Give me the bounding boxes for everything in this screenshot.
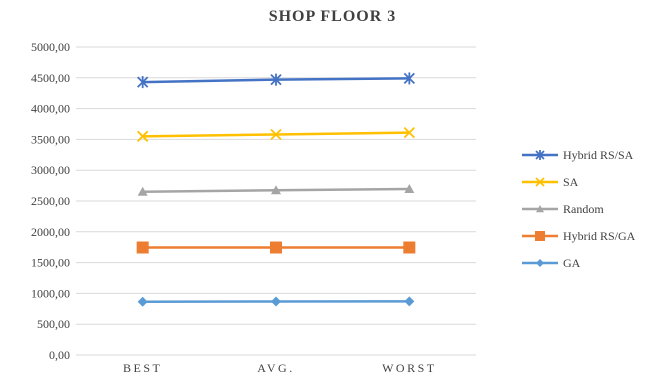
series-sa [137, 126, 415, 142]
series-ga [137, 296, 415, 307]
data-point-marker [270, 73, 282, 86]
marker-stroke [403, 126, 415, 139]
x-tick-label: WORST [382, 361, 437, 375]
gridlines [76, 46, 476, 356]
legend-item: Random [522, 202, 604, 216]
data-point-marker [404, 183, 415, 193]
x-axis-tick-labels: BEST AVG. WORST [123, 361, 437, 375]
y-tick-label: 2500,00 [31, 194, 70, 208]
legend-label: SA [563, 175, 579, 189]
y-tick-label: 5000,00 [31, 40, 70, 54]
y-tick-label: 1500,00 [31, 256, 70, 270]
legend-label: Random [563, 202, 604, 216]
data-point-marker [404, 296, 415, 307]
marker-stroke [270, 128, 282, 141]
data-point-marker [536, 259, 544, 267]
data-point-marker [403, 126, 415, 139]
legend-item: GA [522, 256, 581, 270]
data-point-marker [137, 296, 148, 307]
y-tick-label: 1000,00 [31, 286, 70, 300]
data-point-marker [137, 76, 149, 89]
chart-title: SHOP FLOOR 3 [268, 8, 397, 25]
y-tick-label: 4000,00 [31, 102, 70, 116]
legend-label: Hybrid RS/SA [563, 148, 634, 162]
legend: Hybrid RS/SA SA Random Hybrid RS/GA GA [522, 148, 636, 270]
series-group [136, 72, 416, 307]
data-point-marker [136, 241, 149, 254]
series-random [137, 183, 415, 196]
legend-item: Hybrid RS/SA [522, 148, 634, 162]
y-tick-label: 2000,00 [31, 225, 70, 239]
data-point-marker [270, 241, 282, 254]
data-point-marker [403, 241, 416, 254]
legend-label: GA [563, 256, 581, 270]
data-point-marker [270, 128, 282, 141]
marker-stroke [137, 130, 149, 142]
data-point-marker [137, 186, 148, 196]
data-point-marker [535, 231, 545, 241]
data-point-marker [271, 296, 281, 307]
legend-label: Hybrid RS/GA [563, 229, 636, 243]
y-axis-tick-labels: 0,00 500,00 1000,00 1500,00 2000,00 2500,00 30… [31, 40, 70, 362]
y-tick-label: 500,00 [37, 317, 70, 331]
marker-stroke [535, 177, 545, 187]
data-point-marker [535, 150, 545, 160]
x-tick-label: BEST [123, 361, 162, 375]
y-tick-label: 3500,00 [31, 132, 70, 146]
x-tick-label: AVG. [257, 361, 294, 375]
series-hybrid-rs-ga [136, 241, 416, 254]
legend-item: Hybrid RS/GA [522, 229, 636, 243]
data-point-marker [535, 177, 545, 187]
data-point-marker [137, 130, 149, 142]
series-hybrid-rs-sa [137, 72, 415, 89]
data-point-marker [403, 72, 415, 85]
y-tick-label: 0,00 [49, 348, 70, 362]
y-tick-label: 4500,00 [31, 71, 70, 85]
legend-item: SA [522, 175, 579, 189]
data-point-marker [536, 205, 544, 213]
y-tick-label: 3000,00 [31, 163, 70, 177]
data-point-marker [271, 185, 281, 195]
